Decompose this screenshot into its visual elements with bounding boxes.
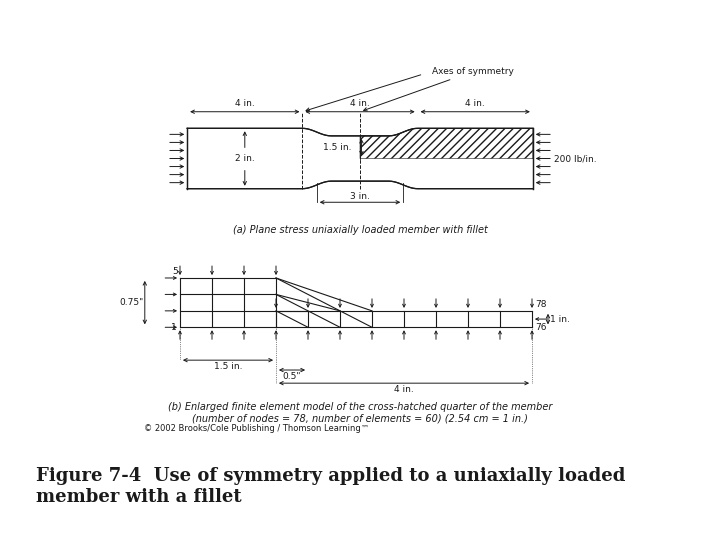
Text: 4 in.: 4 in.: [350, 99, 370, 108]
Text: 0.5": 0.5": [283, 372, 301, 381]
Text: 4 in.: 4 in.: [235, 99, 255, 108]
Text: 76: 76: [535, 323, 546, 332]
Text: 1: 1: [171, 323, 177, 332]
Text: (a) Plane stress uniaxially loaded member with fillet: (a) Plane stress uniaxially loaded membe…: [233, 225, 487, 235]
Text: 78: 78: [535, 300, 546, 309]
Text: © 2002 Brooks/Cole Publishing / Thomson Learning™: © 2002 Brooks/Cole Publishing / Thomson …: [144, 424, 369, 433]
Text: 1.5 in.: 1.5 in.: [214, 362, 242, 371]
Text: 3 in.: 3 in.: [350, 192, 370, 201]
Text: Figure 7-4  Use of symmetry applied to a uniaxially loaded
member with a fillet: Figure 7-4 Use of symmetry applied to a …: [36, 467, 626, 506]
Text: Axes of symmetry: Axes of symmetry: [364, 67, 514, 111]
Text: 200 lb/in.: 200 lb/in.: [554, 154, 597, 163]
Text: 1.5 in.: 1.5 in.: [323, 143, 351, 152]
Text: 4 in.: 4 in.: [394, 385, 414, 394]
Text: 0.75": 0.75": [119, 298, 143, 307]
Text: 5: 5: [173, 267, 179, 276]
Text: (b) Enlarged finite element model of the cross-hatched quarter of the member
(nu: (b) Enlarged finite element model of the…: [168, 402, 552, 424]
Text: 1 in.: 1 in.: [549, 315, 570, 323]
Text: 4 in.: 4 in.: [465, 99, 485, 108]
Text: 2 in.: 2 in.: [235, 154, 255, 163]
